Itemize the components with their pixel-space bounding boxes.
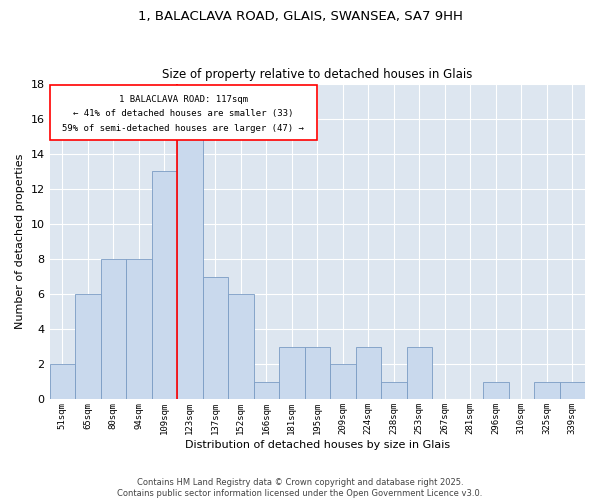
Bar: [50, 364, 75, 400]
Title: Size of property relative to detached houses in Glais: Size of property relative to detached ho…: [162, 68, 472, 81]
Bar: [560, 382, 585, 400]
Text: 1 BALACLAVA ROAD: 117sqm: 1 BALACLAVA ROAD: 117sqm: [119, 94, 248, 104]
Text: Contains HM Land Registry data © Crown copyright and database right 2025.
Contai: Contains HM Land Registry data © Crown c…: [118, 478, 482, 498]
Bar: [330, 364, 356, 400]
Bar: [254, 382, 279, 400]
Text: 1, BALACLAVA ROAD, GLAIS, SWANSEA, SA7 9HH: 1, BALACLAVA ROAD, GLAIS, SWANSEA, SA7 9…: [137, 10, 463, 23]
Bar: [356, 347, 381, 400]
Text: 59% of semi-detached houses are larger (47) →: 59% of semi-detached houses are larger (…: [62, 124, 304, 133]
Text: ← 41% of detached houses are smaller (33): ← 41% of detached houses are smaller (33…: [73, 110, 293, 118]
Bar: [483, 382, 509, 400]
Bar: [101, 259, 126, 400]
Bar: [407, 347, 432, 400]
Y-axis label: Number of detached properties: Number of detached properties: [15, 154, 25, 329]
X-axis label: Distribution of detached houses by size in Glais: Distribution of detached houses by size …: [185, 440, 450, 450]
Bar: [203, 276, 228, 400]
Bar: [305, 347, 330, 400]
Bar: [279, 347, 305, 400]
Bar: [152, 172, 177, 400]
Bar: [75, 294, 101, 400]
Bar: [381, 382, 407, 400]
Bar: [534, 382, 560, 400]
Bar: [177, 136, 203, 400]
FancyBboxPatch shape: [50, 85, 317, 140]
Bar: [228, 294, 254, 400]
Bar: [126, 259, 152, 400]
